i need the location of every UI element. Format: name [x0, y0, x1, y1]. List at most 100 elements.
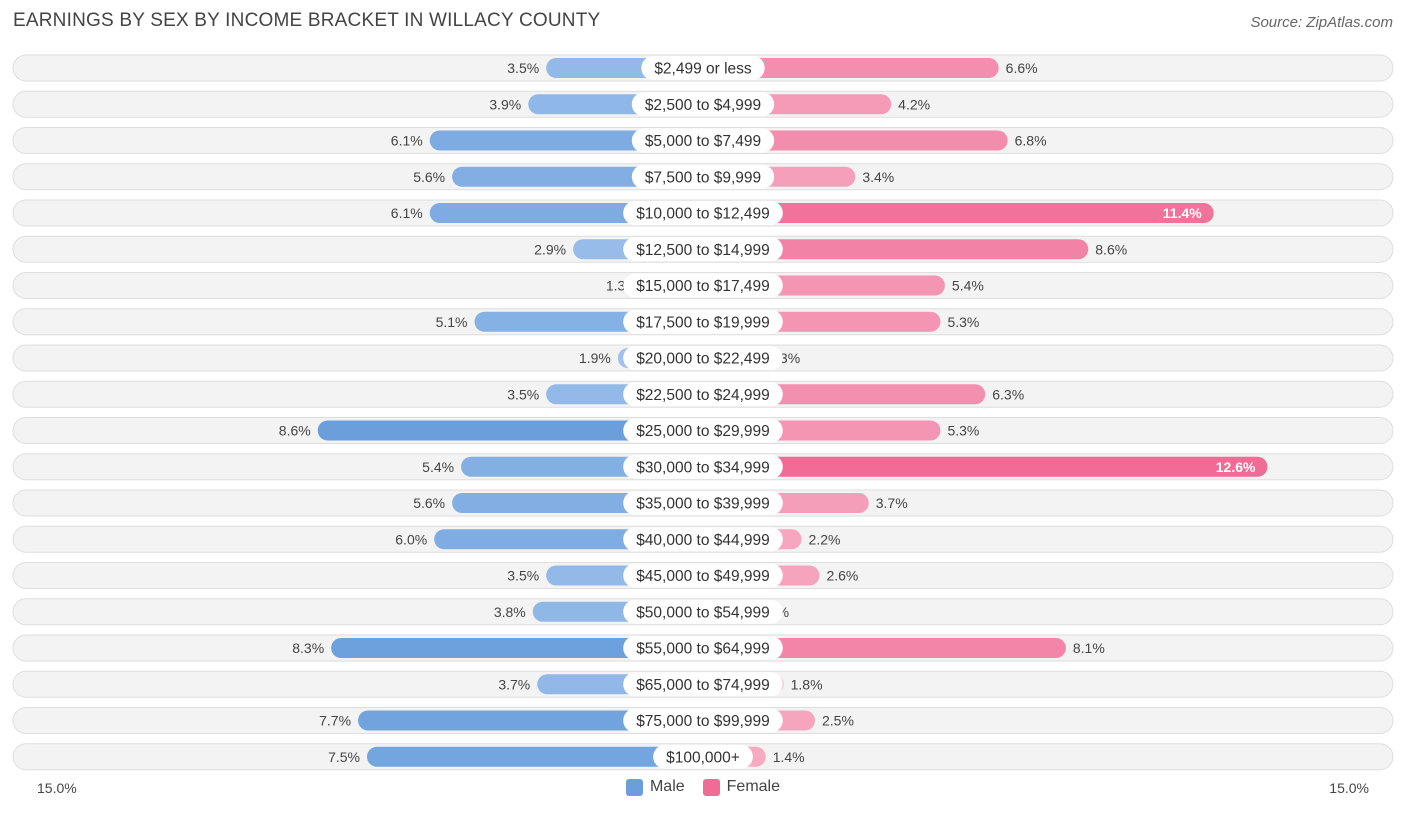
- row-13: 6.0% 2.2% $40,000 to $44,999: [12, 525, 1394, 553]
- category-pill: [623, 273, 783, 298]
- row-10: 8.6% 5.3% $25,000 to $29,999: [12, 417, 1394, 444]
- female-value-label: 8.1%: [1073, 640, 1105, 656]
- male-bar[interactable]: [331, 638, 703, 658]
- row-7: 5.1% 5.3% $17,500 to $19,999: [12, 308, 1394, 336]
- male-value-label: 6.1%: [391, 133, 423, 149]
- female-value-label: 4.2%: [898, 96, 930, 112]
- legend-female-label: Female: [726, 778, 781, 795]
- male-value-label: 6.1%: [391, 205, 423, 221]
- male-value-label: 5.6%: [413, 495, 445, 511]
- female-bar[interactable]: [703, 130, 1008, 151]
- category-label: $25,000 to $29,999: [636, 423, 770, 440]
- row-9: 3.5% 6.3% $22,500 to $24,999: [12, 380, 1394, 408]
- male-value-label: 3.5%: [507, 386, 539, 402]
- male-value-label: 8.3%: [292, 640, 324, 656]
- row-2: 6.1% 6.8% $5,000 to $7,499: [12, 127, 1394, 154]
- category-label: $12,500 to $14,999: [636, 242, 770, 259]
- female-value-label: 2.5%: [822, 713, 854, 729]
- male-value-label: 2.9%: [534, 241, 566, 257]
- female-value-label: 1.4%: [773, 749, 805, 765]
- category-label: $17,500 to $19,999: [636, 314, 770, 331]
- category-pill: [623, 237, 783, 262]
- category-pill: [623, 418, 783, 443]
- category-pill: [631, 128, 775, 153]
- male-bar[interactable]: [358, 710, 703, 731]
- male-value-label: 3.7%: [498, 676, 530, 692]
- row-1: 3.9% 4.2% $2,500 to $4,999: [12, 90, 1394, 118]
- row-4: 6.1% 11.4% $10,000 to $12,499: [12, 199, 1394, 227]
- category-label: $2,499 or less: [654, 61, 752, 78]
- female-bar[interactable]: [703, 58, 999, 78]
- row-14: 3.5% 2.6% $45,000 to $49,999: [12, 562, 1394, 589]
- female-value-label: 2.2%: [809, 531, 841, 547]
- male-bar[interactable]: [317, 420, 703, 441]
- female-value-label: 6.6%: [1006, 60, 1038, 76]
- row-6: 1.3% 5.4%$15,000 to $17,499: [12, 272, 1394, 299]
- category-label: $50,000 to $54,999: [636, 604, 770, 621]
- male-value-label: 5.6%: [413, 169, 445, 185]
- category-label: $45,000 to $49,999: [636, 568, 770, 585]
- female-value-label: 5.3%: [947, 423, 979, 439]
- male-value-label: 8.6%: [279, 423, 311, 439]
- category-pill: [623, 527, 783, 552]
- row-0: 3.5% 6.6% $2,499 or less: [12, 54, 1394, 82]
- category-pill: [623, 599, 783, 624]
- male-value-label: 7.5%: [328, 749, 360, 765]
- category-pill: [623, 309, 783, 334]
- female-value-label: 12.6%: [1216, 459, 1256, 475]
- legend: Male Female: [0, 778, 1406, 796]
- axis-left-label: 15.0%: [37, 780, 77, 796]
- row-16: 8.3% 8.1% $55,000 to $64,999: [12, 634, 1394, 662]
- male-value-label: 3.9%: [489, 96, 521, 112]
- male-value-label: 7.7%: [319, 713, 351, 729]
- category-pill: [631, 92, 775, 117]
- legend-male-label: Male: [649, 778, 685, 795]
- female-bar[interactable]: [703, 456, 1268, 477]
- category-label: $5,000 to $7,499: [645, 133, 761, 150]
- female-value-label: 6.3%: [992, 386, 1024, 402]
- row-8: 1.9% 1.3%$20,000 to $22,499: [12, 344, 1394, 372]
- category-label: $55,000 to $64,999: [636, 641, 770, 658]
- row-12: 5.6% 3.7% $35,000 to $39,999: [12, 489, 1394, 517]
- category-label: $30,000 to $34,999: [636, 459, 770, 476]
- category-label: $22,500 to $24,999: [636, 387, 770, 404]
- male-swatch: [625, 778, 643, 796]
- category-label: $75,000 to $99,999: [636, 713, 770, 730]
- female-bar[interactable]: [703, 203, 1214, 223]
- row-17: 3.7% 1.8% $65,000 to $74,999: [12, 670, 1394, 698]
- category-pill: [623, 454, 783, 479]
- category-pill: [623, 346, 783, 370]
- female-value-label: 3.7%: [876, 495, 908, 511]
- category-pill: [641, 56, 765, 80]
- category-label: $7,500 to $9,999: [645, 169, 761, 186]
- category-label: $35,000 to $39,999: [636, 496, 770, 513]
- female-value-label: 2.6%: [826, 568, 858, 584]
- male-bar[interactable]: [367, 746, 703, 767]
- female-bar[interactable]: [703, 239, 1089, 260]
- male-value-label: 1.9%: [579, 350, 611, 366]
- row-15: 3.8%0.88%$50,000 to $54,999: [12, 598, 1394, 626]
- male-value-label: 5.4%: [422, 459, 454, 475]
- female-value-label: 6.8%: [1015, 133, 1047, 149]
- category-label: $15,000 to $17,499: [636, 278, 770, 295]
- male-value-label: 5.1%: [436, 314, 468, 330]
- category-label: $20,000 to $22,499: [636, 351, 770, 368]
- axis-right-label: 15.0%: [1329, 780, 1369, 796]
- category-pill: [623, 563, 783, 588]
- female-swatch: [702, 778, 720, 796]
- female-value-label: 5.3%: [947, 314, 979, 330]
- female-value-label: 11.4%: [1163, 205, 1202, 221]
- female-bar[interactable]: [703, 638, 1066, 658]
- legend-item-male[interactable]: Male: [625, 778, 685, 796]
- category-label: $40,000 to $44,999: [636, 532, 770, 549]
- category-pill: [623, 708, 783, 733]
- row-19: 7.5% 1.4% $100,000+: [12, 743, 1394, 771]
- chart-title: EARNINGS BY SEX BY INCOME BRACKET IN WIL…: [13, 10, 601, 31]
- male-value-label: 3.5%: [507, 60, 539, 76]
- male-value-label: 6.0%: [395, 531, 427, 547]
- category-pill: [623, 491, 783, 515]
- male-value-label: 3.5%: [507, 568, 539, 584]
- legend-item-female[interactable]: Female: [702, 778, 781, 796]
- source-credit: Source: ZipAtlas.com: [1250, 14, 1393, 31]
- bar-chart: 3.5% 6.6% $2,499 or less 3.9% 4.2% $2,500 to …: [12, 54, 1394, 771]
